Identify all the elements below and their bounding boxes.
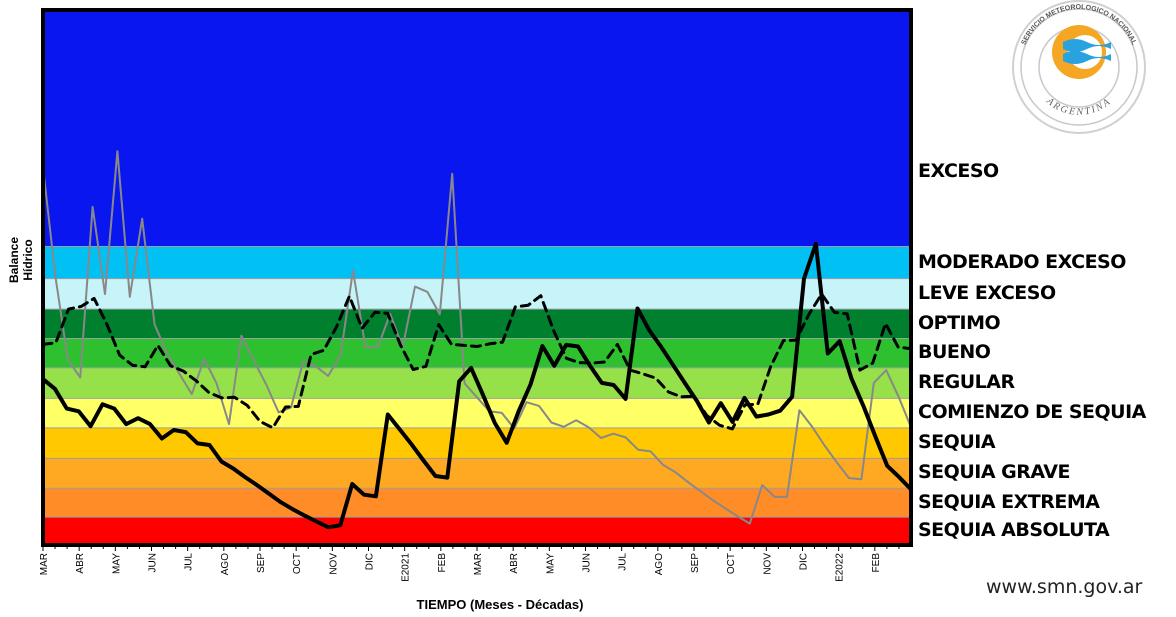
x-tick-label: E2021: [401, 553, 412, 582]
band-exceso: [43, 10, 911, 247]
band-label: OPTIMO: [918, 311, 1001, 334]
band-optimo: [43, 309, 911, 339]
band-label: EXCESO: [918, 160, 999, 182]
x-tick-label: JUN: [148, 553, 159, 572]
band-label: MODERADO EXCESO: [918, 250, 1126, 273]
series-layer: [41, 150, 913, 530]
band-layer: [43, 10, 911, 545]
x-tick-label: JUL: [618, 553, 629, 571]
smn-seal-logo: SERVICIO METEOROLOGICO NACIONAL ARGENTIN…: [1012, 0, 1146, 134]
band-label: SEQUIA EXTREMA: [918, 490, 1100, 513]
band-label: COMIENZO DE SEQUIA: [918, 401, 1146, 424]
x-axis-ticks: [42, 545, 900, 551]
x-tick-label: ABR: [509, 553, 520, 574]
x-tick-label: JUN: [582, 553, 593, 572]
x-axis-label: TIEMPO (Meses - Décadas): [416, 597, 584, 612]
x-tick-label: MAR: [473, 553, 484, 575]
band-sequia-grave: [43, 458, 911, 489]
band-sequia-absoluta: [43, 517, 911, 545]
band-label: BUENO: [918, 341, 991, 364]
band-bueno: [43, 338, 911, 368]
x-tick-label: JUL: [184, 553, 195, 571]
x-tick-label: MAR: [39, 553, 50, 575]
x-axis-tick-labels: MAR ABR MAY JUN JUL AGO SEP OCT NOV DIC E2021 FEB MA…: [39, 553, 882, 582]
band-comienzo-de-sequia: [43, 398, 911, 428]
band-moderado-exceso: [43, 246, 911, 279]
website-url[interactable]: www.smn.gov.ar: [986, 576, 1143, 598]
x-tick-label: SEP: [690, 553, 701, 573]
x-tick-label: NOV: [328, 553, 339, 575]
x-tick-label: DIC: [365, 553, 376, 570]
x-tick-label: E2022: [835, 553, 846, 582]
x-tick-label: FEB: [437, 553, 448, 573]
series-line-solid-thick: [41, 241, 913, 530]
band-label: SEQUIA GRAVE: [918, 461, 1070, 484]
band-sequia-extrema: [43, 488, 911, 518]
x-tick-label: OCT: [292, 553, 303, 574]
x-tick-label: MAY: [111, 553, 122, 574]
x-tick-label: SEP: [256, 553, 267, 573]
x-tick-label: MAY: [545, 553, 556, 574]
band-label: SEQUIA ABSOLUTA: [918, 519, 1110, 542]
x-tick-label: AGO: [654, 553, 665, 575]
series-line-dashed: [41, 292, 913, 431]
x-tick-label: AGO: [220, 553, 231, 575]
x-tick-label: NOV: [762, 553, 773, 575]
x-tick-label: FEB: [871, 553, 882, 573]
x-tick-label: OCT: [726, 553, 737, 574]
band-label: LEVE EXCESO: [918, 281, 1056, 304]
x-tick-label: ABR: [75, 553, 86, 574]
y-axis-label: Balance Hídrico: [7, 236, 35, 284]
x-tick-label: DIC: [799, 553, 810, 570]
band-label: SEQUIA: [918, 431, 996, 454]
series-line-solid-thin: [42, 150, 912, 525]
band-leve-exceso: [43, 278, 911, 310]
band-label: REGULAR: [918, 371, 1015, 394]
